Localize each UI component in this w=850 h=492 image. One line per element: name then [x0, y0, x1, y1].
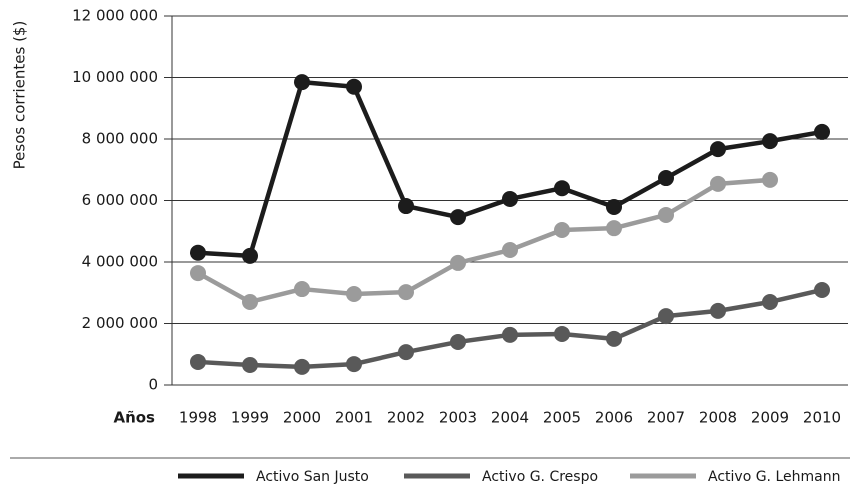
y-tick-label: 0 [148, 376, 158, 394]
point [710, 302, 726, 319]
x-tick-label: 1998 [179, 409, 217, 427]
x-tick-label: 2006 [595, 409, 633, 427]
point [190, 244, 206, 261]
point [554, 325, 570, 342]
x-tick-label: 2001 [335, 409, 373, 427]
point [294, 358, 310, 375]
point [294, 74, 310, 91]
point [606, 220, 622, 237]
point [398, 284, 414, 301]
point [814, 281, 830, 298]
point [190, 265, 206, 282]
series-line [196, 177, 771, 305]
x-axis-label: Años [113, 409, 155, 427]
y-tick-label: 2 000 000 [82, 314, 158, 332]
point [658, 170, 674, 187]
legend-label: Activo G. Lehmann [708, 469, 840, 485]
point [762, 133, 778, 150]
legend-label: Activo San Justo [256, 469, 369, 485]
x-tick-label: 2008 [699, 409, 737, 427]
y-tick-label: 10 000 000 [72, 68, 158, 86]
x-tick-label: 2003 [439, 409, 477, 427]
point [346, 78, 362, 95]
point [450, 333, 466, 350]
y-tick-label: 6 000 000 [82, 191, 158, 209]
point [502, 190, 518, 207]
point [346, 356, 362, 373]
point [398, 198, 414, 215]
x-tick-label: 2004 [491, 409, 529, 427]
point [450, 254, 466, 271]
y-tick-label: 12 000 000 [72, 7, 158, 25]
series-line [197, 79, 823, 259]
point [502, 326, 518, 343]
point [502, 242, 518, 259]
point [710, 141, 726, 158]
point [762, 171, 778, 188]
point [242, 293, 258, 310]
point [242, 357, 258, 374]
point [346, 285, 362, 302]
point [554, 180, 570, 197]
point [554, 222, 570, 239]
point [658, 206, 674, 223]
x-tick-label: 2000 [283, 409, 321, 427]
point [398, 344, 414, 361]
x-tick-label: 2007 [647, 409, 685, 427]
point [762, 293, 778, 310]
point [710, 175, 726, 192]
point [814, 123, 830, 140]
y-tick-label: 8 000 000 [82, 130, 158, 148]
x-tick-label: 2009 [751, 409, 789, 427]
y-tick-label: 4 000 000 [82, 253, 158, 271]
x-tick-label: 2010 [803, 409, 841, 427]
point [658, 308, 674, 325]
point [294, 281, 310, 298]
x-tick-label: 2005 [543, 409, 581, 427]
y-axis-label: Pesos corrientes ($) [11, 21, 29, 170]
point [190, 353, 206, 370]
x-tick-label: 2002 [387, 409, 425, 427]
point [242, 247, 258, 264]
point [450, 209, 466, 226]
point [606, 330, 622, 347]
x-tick-label: 1999 [231, 409, 269, 427]
legend-label: Activo G. Crespo [482, 469, 598, 485]
point [606, 198, 622, 215]
